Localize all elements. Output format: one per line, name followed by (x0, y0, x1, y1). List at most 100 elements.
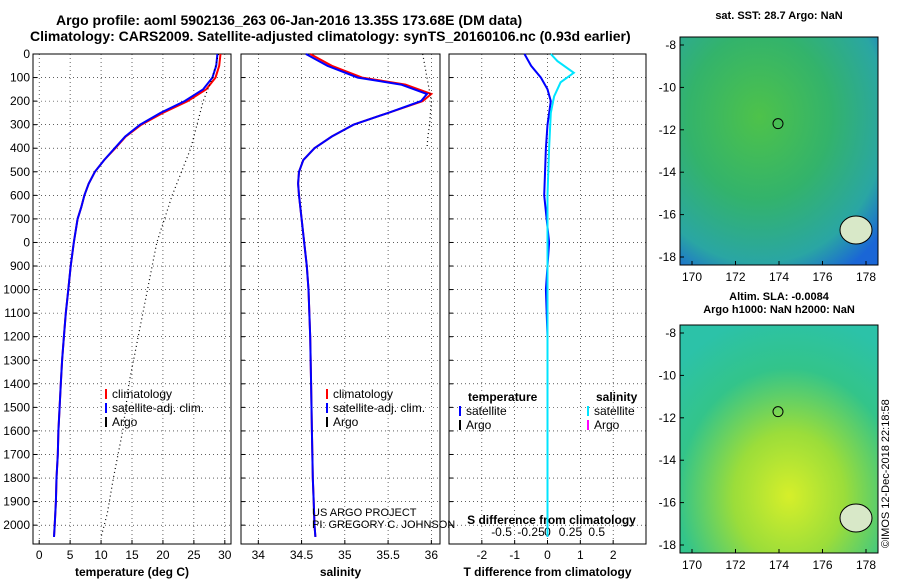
y-tick-label: 200 (10, 94, 30, 108)
legend-label: climatology (112, 387, 172, 401)
map-y-tick-label: -14 (659, 453, 677, 467)
map-x-tick-label: 174 (769, 558, 789, 572)
map-x-tick-label: 170 (682, 558, 702, 572)
x-axis-label: temperature (deg C) (75, 565, 189, 579)
map-x-tick-label: 176 (812, 270, 832, 284)
legend-label: satellite (466, 404, 507, 418)
map-panels: 170 172 174 176 178 -8 -10 -12 -14 -16 -18 sat. SST… (659, 10, 879, 572)
map-y-tick-label: -10 (659, 368, 677, 382)
map-y-tick-label: -10 (659, 80, 677, 94)
panel-frame (240, 53, 441, 545)
x-tick-label: 15 (125, 548, 139, 562)
x-tick-label: 35 (338, 548, 352, 562)
imos-credit: ©IMOS 12-Dec-2018 22:18:58 (880, 399, 892, 548)
pi-credit: PI: GREGORY C. JOHNSON (312, 519, 455, 531)
x-tick-label: 34 (252, 548, 266, 562)
y-tick-label: 1700 (3, 447, 30, 461)
y-tick-label: 2000 (3, 518, 30, 532)
sla-map-title: Argo h1000: NaN h2000: NaN (703, 304, 855, 316)
y-tick-label: 1800 (3, 471, 30, 485)
map-x-tick-label: 174 (769, 270, 789, 284)
y-tick-label: 1300 (3, 353, 30, 367)
map-x-tick-label: 176 (812, 558, 832, 572)
x-tick-label-s: 0.5 (588, 525, 605, 539)
x-tick-label: 35.5 (376, 548, 400, 562)
temperature-panel: 0 5 10 15 20 25 300100200300400500600700090010… (3, 47, 232, 579)
legend-label: Argo (112, 415, 138, 429)
x-tick-label: 10 (94, 548, 108, 562)
salinity-panel: 34 34.5 35 35.5 36 salinity climatologysatelli… (240, 53, 455, 579)
x-tick-label: 36 (425, 548, 439, 562)
project-credit: US ARGO PROJECT (312, 507, 417, 519)
y-tick-label: 900 (10, 259, 30, 273)
y-tick-label: 1000 (3, 283, 30, 297)
y-tick-label: 1200 (3, 330, 30, 344)
difference-panel: -2 -1 0 1 2-0.5 -0.25 0 0.25 0.5S difference fro… (448, 53, 647, 579)
x-tick-label: 34.5 (290, 548, 314, 562)
x-tick-label-t: -2 (476, 548, 487, 562)
y-tick-label: 1500 (3, 400, 30, 414)
y-tick-label: 600 (10, 188, 30, 202)
sla-map-title: Altim. SLA: -0.0084 (729, 291, 830, 303)
y-tick-label: 700 (10, 212, 30, 226)
y-tick-label: 1900 (3, 495, 30, 509)
map-y-tick-label: -16 (659, 496, 677, 510)
legend-label: satellite (594, 404, 635, 418)
series-salinity-satellite (546, 53, 576, 537)
x-tick-label: 20 (156, 548, 170, 562)
x-tick-label: 5 (67, 548, 74, 562)
map-x-tick-label: 172 (725, 558, 745, 572)
x-tick-label-s: 0.25 (559, 525, 583, 539)
y-tick-label: 1600 (3, 424, 30, 438)
x-tick-label-t: -1 (509, 548, 520, 562)
y-tick-label: 400 (10, 141, 30, 155)
series-satellite-adj-clim- (297, 53, 429, 537)
legend-label: Argo (333, 415, 359, 429)
island-shape (839, 503, 873, 533)
legend-label: climatology (333, 387, 393, 401)
x-tick-label-s: -0.5 (491, 525, 512, 539)
series-climatology (297, 53, 434, 537)
map-y-tick-label: -12 (659, 411, 677, 425)
map-y-tick-label: -8 (665, 326, 676, 340)
map-x-tick-label: 178 (856, 558, 876, 572)
y-tick-label: 1100 (4, 306, 30, 320)
x-tick-label-t: 2 (610, 548, 617, 562)
plot-title-line-2: Climatology: CARS2009. Satellite-adjuste… (30, 28, 631, 44)
x-tick-label: 30 (218, 548, 232, 562)
map-x-tick-label: 170 (682, 270, 702, 284)
plot-title-line-1: Argo profile: aoml 5902136_263 06-Jan-20… (56, 12, 523, 28)
y-tick-label: 0 (23, 47, 30, 61)
map-y-tick-label: -16 (659, 208, 677, 222)
map-y-tick-label: -18 (659, 250, 677, 264)
y-tick-label: 100 (10, 71, 30, 85)
x-tick-label-t: 0 (544, 548, 551, 562)
legend-label: satellite-adj. clim. (333, 401, 425, 415)
x-tick-label-s: -0.25 (517, 525, 545, 539)
legend-label: satellite-adj. clim. (112, 401, 204, 415)
series-argo (100, 53, 220, 538)
legend-label: Argo (466, 418, 492, 432)
island-shape (839, 215, 873, 245)
legend-heading-temperature: temperature (468, 390, 538, 404)
x-tick-label: 0 (36, 548, 43, 562)
legend-heading-salinity: salinity (596, 390, 638, 404)
y-tick-label: 1400 (3, 377, 30, 391)
argo-location-marker (772, 406, 784, 418)
map-y-tick-label: -12 (659, 123, 677, 137)
map-y-tick-label: -18 (659, 538, 677, 552)
sst-map-title: sat. SST: 28.7 Argo: NaN (715, 10, 842, 22)
map-x-tick-label: 178 (856, 270, 876, 284)
argo-location-marker (772, 118, 784, 130)
x-tick-label-t: 1 (577, 548, 584, 562)
y-tick-label: 300 (10, 118, 30, 132)
map-y-tick-label: -8 (665, 38, 676, 52)
x-axis-label: T difference from climatology (463, 565, 631, 579)
map-x-tick-label: 172 (725, 270, 745, 284)
y-tick-label: 500 (10, 165, 30, 179)
x-axis-label-s: S difference from climatology (467, 513, 636, 527)
map-y-tick-label: -14 (659, 165, 677, 179)
x-tick-label: 25 (187, 548, 201, 562)
y-tick-label: 0 (23, 235, 30, 249)
series-satellite-adj-clim- (53, 53, 219, 537)
